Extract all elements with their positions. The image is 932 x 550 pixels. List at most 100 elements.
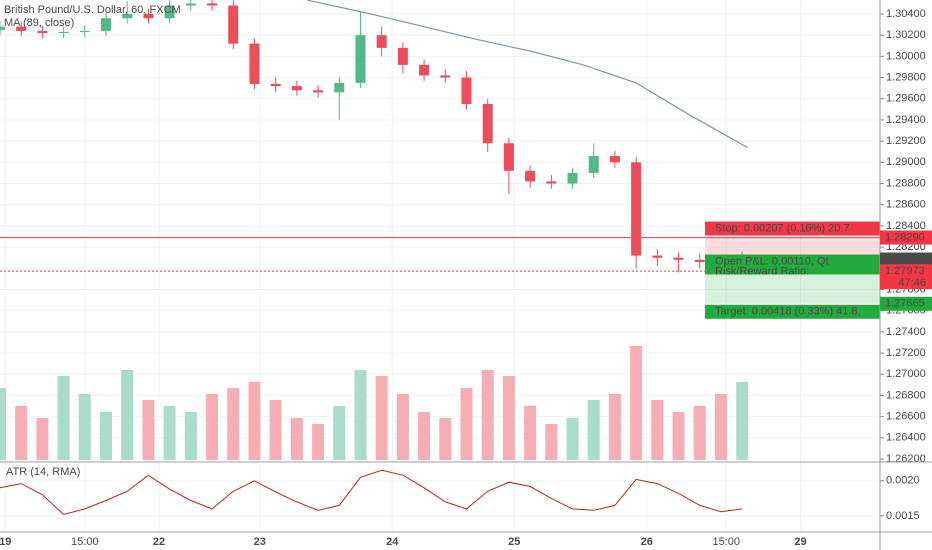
x-tick-label: 15:00 xyxy=(71,536,99,548)
y-tick-label: 0.0015 xyxy=(886,510,920,522)
candle-body xyxy=(567,172,578,184)
candle-body xyxy=(355,35,366,83)
price-label-box xyxy=(880,230,932,245)
volume-bar xyxy=(100,412,113,460)
volume-bar xyxy=(418,412,431,460)
candle-body xyxy=(525,170,536,182)
volume-bar xyxy=(502,376,515,460)
x-tick-label: 19 xyxy=(0,536,11,548)
volume-bar xyxy=(736,382,749,460)
candle-body xyxy=(79,30,90,33)
countdown-box xyxy=(880,277,932,290)
volume-bar xyxy=(78,394,91,460)
y-tick-label: 1.26600 xyxy=(886,411,926,423)
candle-body xyxy=(673,257,684,260)
y-tick-label: 1.28600 xyxy=(886,199,926,211)
volume-bar xyxy=(460,388,473,460)
volume-bar xyxy=(545,424,558,460)
x-tick-label: 23 xyxy=(254,536,266,548)
volume-bar xyxy=(36,418,49,460)
stop-label: Stop: 0.00207 (0.16%) 20.7 xyxy=(715,222,850,234)
candle-body xyxy=(185,3,196,6)
chart-title: British Pound/U.S. Dollar, 60, FXCM xyxy=(4,4,181,16)
candle-body xyxy=(482,104,493,144)
volume-bar xyxy=(312,424,325,460)
price-label: 1.28083 xyxy=(885,253,925,265)
volume-bar xyxy=(672,412,685,460)
x-tick-label: 26 xyxy=(641,536,653,548)
target-label: Target: 0.00418 (0.33%) 41.8, xyxy=(715,306,861,318)
price-label-box xyxy=(880,252,932,267)
atr-title: ATR (14, RMA) xyxy=(6,466,80,478)
y-tick-label: 1.27400 xyxy=(886,326,926,338)
volume-bar xyxy=(163,406,176,460)
candle-body xyxy=(694,259,705,262)
volume-bar xyxy=(142,400,155,460)
indicator-label: MA (89, close) xyxy=(4,17,74,29)
price-label: 1.28290 xyxy=(885,231,925,243)
volume-bar xyxy=(693,406,706,460)
candle-body xyxy=(101,18,112,31)
y-tick-label: 1.26200 xyxy=(886,453,926,465)
moving-average xyxy=(307,0,748,149)
candle-body xyxy=(376,35,387,48)
x-tick-label: 25 xyxy=(508,536,520,548)
candle-body xyxy=(207,3,218,6)
volume-bar xyxy=(248,382,261,460)
volume-bar xyxy=(333,406,346,460)
x-tick-label: 24 xyxy=(386,536,399,548)
volume-bar xyxy=(608,394,621,460)
volume-bar xyxy=(15,406,28,460)
volume-bar xyxy=(206,394,219,460)
x-tick-label: 15:00 xyxy=(712,536,740,548)
stop-zone xyxy=(705,237,880,260)
volume-bar xyxy=(566,418,579,460)
volume-bar xyxy=(714,394,727,460)
candle-body xyxy=(461,77,472,105)
candle-body xyxy=(228,5,239,44)
x-tick-label: 22 xyxy=(153,536,165,548)
pnl-label: Open P&L: 0.00110, Qt xyxy=(715,255,829,267)
y-tick-label: 1.29400 xyxy=(886,114,926,126)
volume-bar xyxy=(630,346,643,460)
candle-body xyxy=(546,181,557,184)
candle-body xyxy=(588,155,599,173)
x-tick-label: 29 xyxy=(794,536,806,548)
price-label: 1.27973 xyxy=(885,265,925,277)
volume-bar xyxy=(290,418,303,460)
y-tick-label: 1.29200 xyxy=(886,135,926,147)
volume-bar xyxy=(354,370,367,460)
y-tick-label: 1.29600 xyxy=(886,93,926,105)
y-tick-label: 1.30400 xyxy=(886,8,926,20)
y-tick-label: 1.28800 xyxy=(886,177,926,189)
candle-body xyxy=(313,90,324,93)
candle-body xyxy=(122,13,133,19)
candle-body xyxy=(249,43,260,84)
y-tick-label: 1.29000 xyxy=(886,156,926,168)
candle-body xyxy=(16,26,27,31)
y-tick-label: 1.30000 xyxy=(886,50,926,62)
volume-bar xyxy=(121,370,134,460)
volume-bar xyxy=(396,394,409,460)
volume-bar xyxy=(375,376,388,460)
atr-line xyxy=(0,469,743,516)
volume-bar xyxy=(587,400,600,460)
candle-body xyxy=(291,86,302,91)
candle-body xyxy=(143,13,154,19)
candle-body xyxy=(58,32,69,34)
plot: Stop: 0.00207 (0.16%) 20.7 Open P&L: 0.00… xyxy=(0,0,880,516)
target-label-box xyxy=(705,304,880,319)
price-label-box xyxy=(880,264,932,279)
y-tick-label: 1.27200 xyxy=(886,347,926,359)
candle-body xyxy=(419,64,430,76)
y-tick-label: 1.26800 xyxy=(886,389,926,401)
candle-body xyxy=(652,255,663,258)
countdown: 47:46 xyxy=(898,277,926,289)
y-tick-label: 1.28400 xyxy=(886,220,926,232)
volume-bar xyxy=(651,400,664,460)
candle-body xyxy=(609,155,620,163)
volume-bar xyxy=(227,388,240,460)
